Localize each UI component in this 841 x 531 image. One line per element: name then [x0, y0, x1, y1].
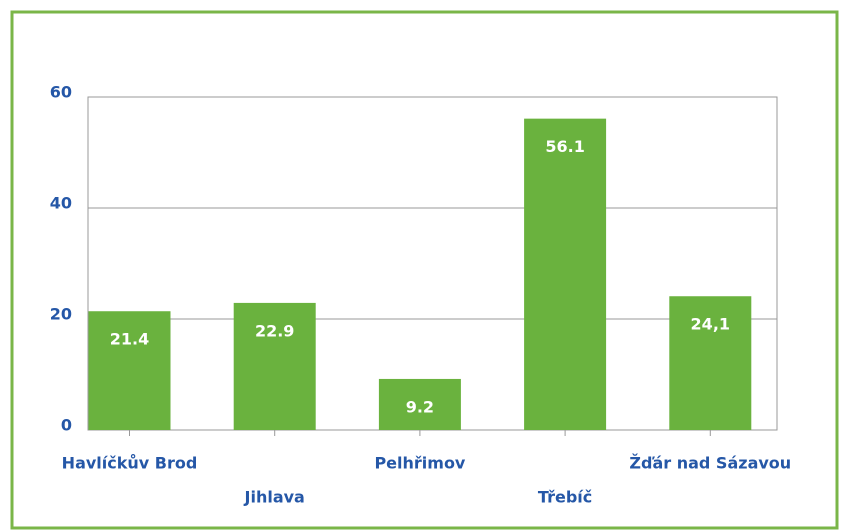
x-tick-label: Havlíčkův Brod	[62, 454, 198, 473]
value-label: 21.4	[110, 330, 149, 349]
y-tick-label: 60	[50, 83, 72, 102]
y-tick-label: 20	[50, 305, 72, 324]
y-tick-label: 40	[50, 194, 72, 213]
bar	[88, 311, 171, 430]
x-tick-label: Jihlava	[244, 488, 305, 507]
bar	[378, 378, 461, 430]
chart-border	[10, 10, 839, 530]
value-label: 56.1	[545, 137, 584, 156]
x-tick-label: Žďár nad Sázavou	[629, 454, 791, 473]
bar	[524, 118, 607, 431]
value-label: 24,1	[691, 315, 730, 334]
value-label: 22.9	[255, 321, 294, 340]
bar	[233, 302, 316, 430]
bar	[669, 296, 752, 430]
value-label: 9.2	[406, 397, 434, 416]
y-tick-label: 0	[61, 416, 72, 435]
x-tick-label: Pelhřimov	[374, 454, 465, 473]
x-tick-label: Třebíč	[538, 488, 592, 507]
